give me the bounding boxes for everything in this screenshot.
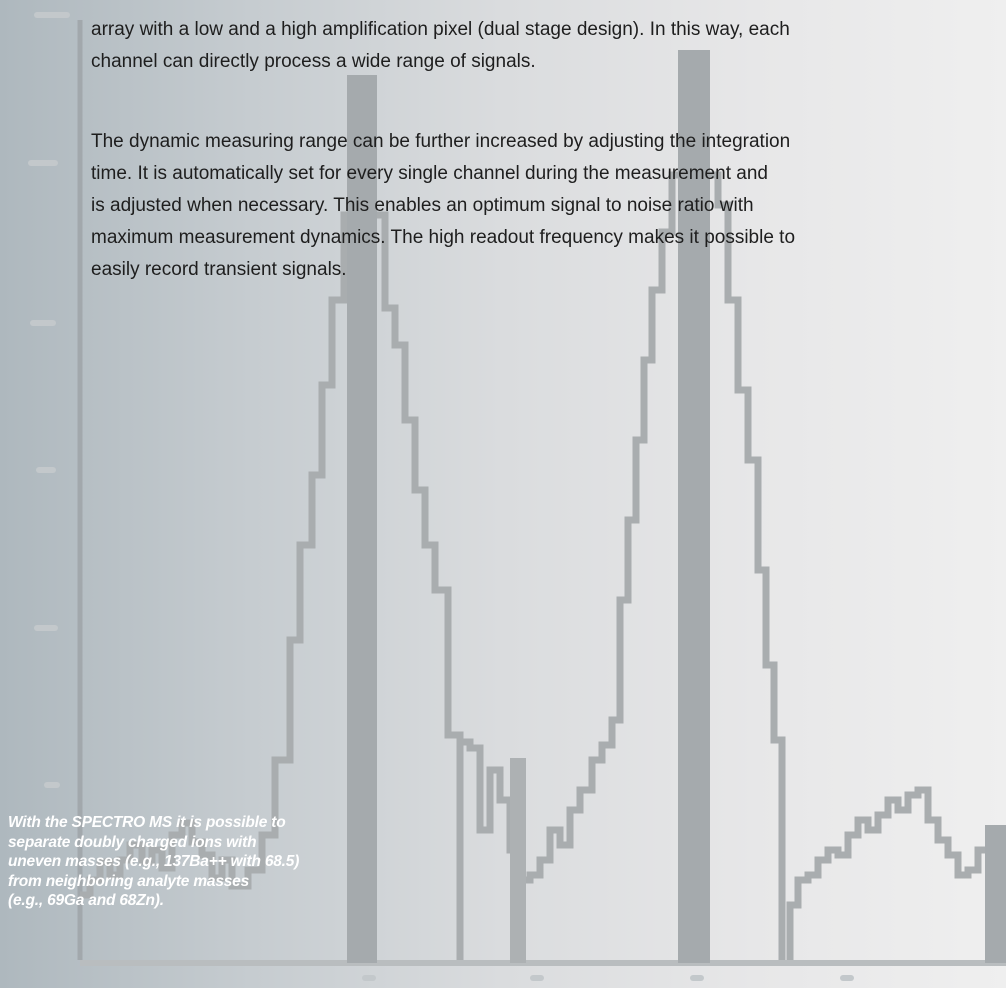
peak-bar-1 [347, 75, 377, 963]
paragraph-line: time. It is automatically set for every … [91, 163, 768, 184]
peak-bar-3 [510, 758, 526, 963]
axis-tick-mark [34, 12, 70, 18]
paragraph-line: array with a low and a high amplificatio… [91, 19, 790, 40]
paragraph-line: channel can directly process a wide rang… [91, 51, 536, 72]
spectrum-trace-right [786, 786, 1006, 960]
paragraph-line: The dynamic measuring range can be furth… [91, 131, 791, 152]
paragraph-line: is adjusted when necessary. This enables… [91, 195, 754, 216]
spectrum-trace-right-of-peak2 [710, 171, 786, 960]
peak-bar-2 [678, 50, 710, 963]
caption-line: uneven masses (e.g., 137Ba++ with 68.5) [8, 853, 300, 871]
spectrum-trace-right-of-peak1 [374, 211, 464, 960]
axis-tick-mark [30, 320, 56, 326]
caption-line: (e.g., 69Ga and 68Zn). [8, 892, 164, 910]
axis-tick-mark [530, 975, 544, 981]
axis-tick-mark [34, 625, 58, 631]
axis-tick-mark [362, 975, 376, 981]
figure-caption: With the SPECTRO MS it is possible to se… [8, 813, 348, 911]
axis-tick-mark [690, 975, 704, 981]
caption-line: separate doubly charged ions with [8, 833, 257, 851]
axis-tick-mark [28, 160, 58, 166]
body-paragraph-1: array with a low and a high amplificatio… [91, 14, 1006, 78]
axis-tick-marks [28, 12, 854, 981]
paragraph-line: easily record transient signals. [91, 259, 347, 280]
paragraph-line: maximum measurement dynamics. The high r… [91, 227, 796, 248]
caption-line: from neighboring analyte masses [8, 872, 250, 890]
spectrum-trace-left [80, 211, 350, 899]
body-paragraph-2: The dynamic measuring range can be furth… [91, 126, 1006, 286]
axis-tick-mark [840, 975, 854, 981]
axis-tick-mark [36, 467, 56, 473]
spectrum-trace-mid [460, 171, 678, 884]
axis-tick-mark [44, 782, 60, 788]
peak-bar-4 [985, 825, 1006, 963]
caption-line: With the SPECTRO MS it is possible to [8, 814, 286, 831]
